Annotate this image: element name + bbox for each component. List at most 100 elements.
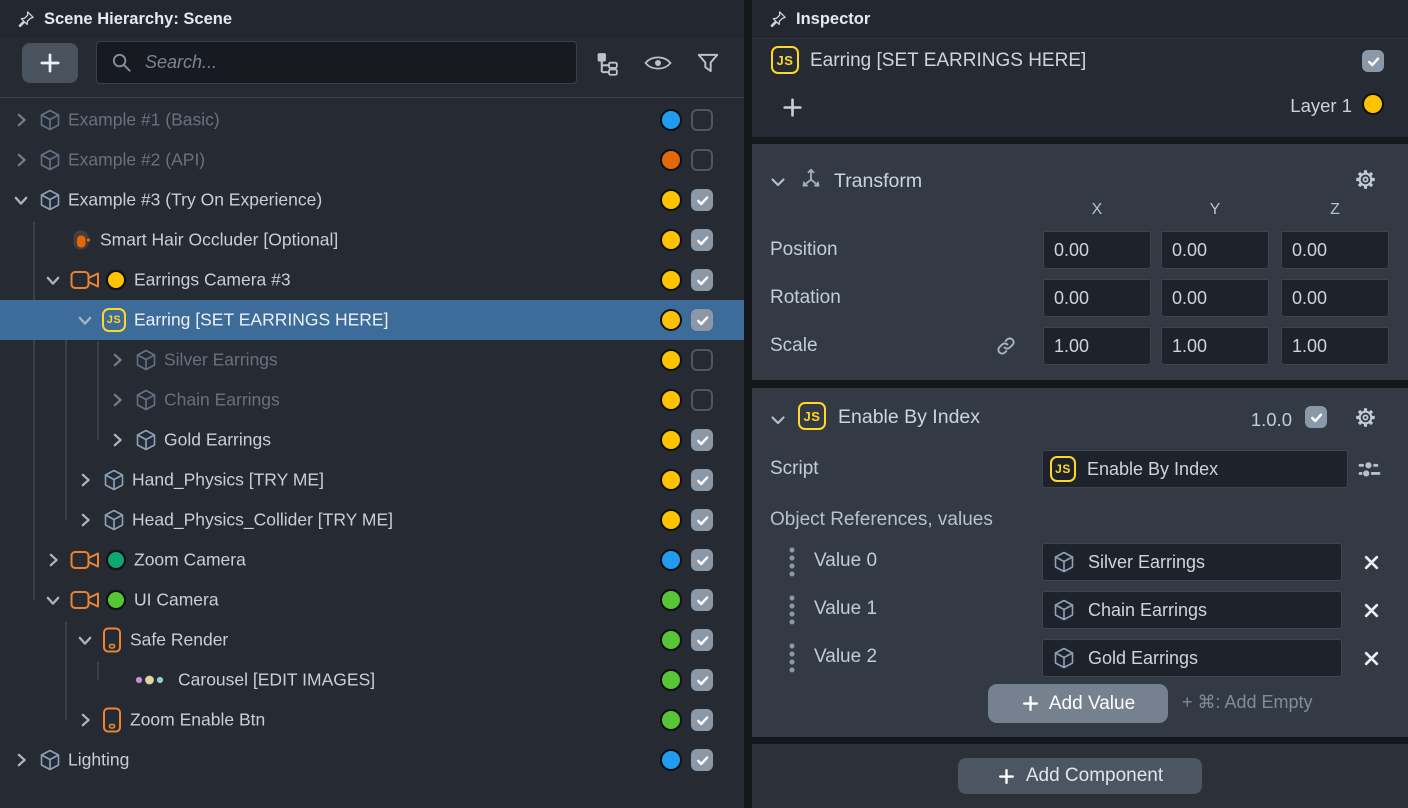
enabled-checkbox[interactable] bbox=[691, 349, 713, 371]
tree-row-chain-earrings[interactable]: Chain Earrings bbox=[0, 380, 744, 420]
chevron-right-icon[interactable] bbox=[108, 391, 126, 409]
enabled-checkbox[interactable] bbox=[691, 269, 713, 291]
tree-row-gold-earrings[interactable]: Gold Earrings bbox=[0, 420, 744, 460]
enabled-checkbox[interactable] bbox=[691, 549, 713, 571]
tree-row-smart-hair-occluder-optional[interactable]: Smart Hair Occluder [Optional] bbox=[0, 220, 744, 260]
transform-field-z[interactable]: 1.00 bbox=[1281, 327, 1389, 365]
gear-icon[interactable] bbox=[1352, 166, 1380, 194]
tree-row-safe-render[interactable]: Safe Render bbox=[0, 620, 744, 660]
layer-color-dot[interactable] bbox=[660, 389, 682, 411]
enabled-checkbox[interactable] bbox=[691, 189, 713, 211]
pin-icon[interactable] bbox=[768, 10, 787, 29]
object-reference-field[interactable]: Silver Earrings bbox=[1042, 543, 1342, 581]
tree-row-hand-physics-try-me[interactable]: Hand_Physics [TRY ME] bbox=[0, 460, 744, 500]
remove-value-icon[interactable] bbox=[1358, 597, 1384, 623]
pin-icon[interactable] bbox=[16, 10, 35, 29]
chevron-down-icon[interactable] bbox=[76, 311, 94, 329]
transform-field-y[interactable]: 0.00 bbox=[1161, 279, 1269, 317]
filter-icon[interactable] bbox=[692, 47, 724, 79]
layer-color-dot[interactable] bbox=[660, 149, 682, 171]
search-input[interactable] bbox=[143, 51, 563, 74]
drag-handle-icon[interactable] bbox=[788, 642, 796, 674]
layer-color-dot[interactable] bbox=[660, 349, 682, 371]
transform-field-x[interactable]: 0.00 bbox=[1043, 279, 1151, 317]
tree-row-zoom-camera[interactable]: Zoom Camera bbox=[0, 540, 744, 580]
script-reference-field[interactable]: JS Enable By Index bbox=[1042, 450, 1348, 488]
transform-field-y[interactable]: 0.00 bbox=[1161, 231, 1269, 269]
enabled-checkbox[interactable] bbox=[691, 469, 713, 491]
drag-handle-icon[interactable] bbox=[788, 594, 796, 626]
enabled-checkbox[interactable] bbox=[691, 229, 713, 251]
chevron-right-icon[interactable] bbox=[108, 431, 126, 449]
transform-field-z[interactable]: 0.00 bbox=[1281, 231, 1389, 269]
transform-field-x[interactable]: 1.00 bbox=[1043, 327, 1151, 365]
tree-row-example-2-api[interactable]: Example #2 (API) bbox=[0, 140, 744, 180]
tree-row-example-3-try-on-experience[interactable]: Example #3 (Try On Experience) bbox=[0, 180, 744, 220]
enabled-checkbox[interactable] bbox=[691, 629, 713, 651]
layer-color-dot[interactable] bbox=[660, 109, 682, 131]
chevron-right-icon[interactable] bbox=[12, 111, 30, 129]
layer-color-dot[interactable] bbox=[660, 629, 682, 651]
layer-color-dot[interactable] bbox=[660, 309, 682, 331]
script-enabled-checkbox[interactable] bbox=[1305, 406, 1327, 428]
add-value-button[interactable]: Add Value bbox=[988, 684, 1168, 723]
tree-row-zoom-enable-btn[interactable]: Zoom Enable Btn bbox=[0, 700, 744, 740]
layer-color-dot[interactable] bbox=[660, 669, 682, 691]
chevron-down-icon[interactable] bbox=[76, 631, 94, 649]
chevron-down-icon[interactable] bbox=[12, 191, 30, 209]
layer-color-dot[interactable] bbox=[660, 509, 682, 531]
object-enabled-checkbox[interactable] bbox=[1362, 50, 1384, 72]
layer-color-dot[interactable] bbox=[660, 189, 682, 211]
enabled-checkbox[interactable] bbox=[691, 309, 713, 331]
chevron-right-icon[interactable] bbox=[44, 551, 62, 569]
enabled-checkbox[interactable] bbox=[691, 589, 713, 611]
search-box[interactable] bbox=[96, 41, 577, 84]
tree-row-earrings-camera-3[interactable]: Earrings Camera #3 bbox=[0, 260, 744, 300]
link-scale-icon[interactable] bbox=[994, 334, 1018, 358]
chevron-down-icon[interactable] bbox=[768, 172, 788, 192]
add-icon[interactable] bbox=[778, 93, 806, 121]
enabled-checkbox[interactable] bbox=[691, 109, 713, 131]
tree-row-head-physics-collider-try-me[interactable]: Head_Physics_Collider [TRY ME] bbox=[0, 500, 744, 540]
chevron-right-icon[interactable] bbox=[76, 511, 94, 529]
layer-color-dot[interactable] bbox=[660, 469, 682, 491]
enabled-checkbox[interactable] bbox=[691, 669, 713, 691]
chevron-right-icon[interactable] bbox=[76, 711, 94, 729]
enabled-checkbox[interactable] bbox=[691, 749, 713, 771]
tree-row-lighting[interactable]: Lighting bbox=[0, 740, 744, 780]
layer-color-dot[interactable] bbox=[660, 709, 682, 731]
chevron-down-icon[interactable] bbox=[44, 271, 62, 289]
enabled-checkbox[interactable] bbox=[691, 389, 713, 411]
chevron-down-icon[interactable] bbox=[44, 591, 62, 609]
layer-color-dot[interactable] bbox=[660, 749, 682, 771]
enabled-checkbox[interactable] bbox=[691, 509, 713, 531]
transform-field-x[interactable]: 0.00 bbox=[1043, 231, 1151, 269]
eye-icon[interactable] bbox=[642, 47, 674, 79]
tree-row-example-1-basic[interactable]: Example #1 (Basic) bbox=[0, 100, 744, 140]
layer-color-dot[interactable] bbox=[660, 549, 682, 571]
chevron-right-icon[interactable] bbox=[12, 151, 30, 169]
enabled-checkbox[interactable] bbox=[691, 429, 713, 451]
remove-value-icon[interactable] bbox=[1358, 645, 1384, 671]
chevron-right-icon[interactable] bbox=[108, 351, 126, 369]
layer-color-dot[interactable] bbox=[1362, 93, 1384, 115]
add-component-button[interactable]: Add Component bbox=[958, 758, 1202, 794]
transform-field-y[interactable]: 1.00 bbox=[1161, 327, 1269, 365]
layer-color-dot[interactable] bbox=[660, 589, 682, 611]
chevron-down-icon[interactable] bbox=[768, 410, 788, 430]
chevron-right-icon[interactable] bbox=[76, 471, 94, 489]
enabled-checkbox[interactable] bbox=[691, 709, 713, 731]
add-object-button[interactable] bbox=[22, 43, 78, 83]
transform-field-z[interactable]: 0.00 bbox=[1281, 279, 1389, 317]
tree-row-earring-set-earrings-here[interactable]: JS Earring [SET EARRINGS HERE] bbox=[0, 300, 744, 340]
drag-handle-icon[interactable] bbox=[788, 546, 796, 578]
gear-icon[interactable] bbox=[1352, 404, 1380, 432]
layer-color-dot[interactable] bbox=[660, 429, 682, 451]
chevron-right-icon[interactable] bbox=[12, 751, 30, 769]
object-reference-field[interactable]: Chain Earrings bbox=[1042, 591, 1342, 629]
tree-row-silver-earrings[interactable]: Silver Earrings bbox=[0, 340, 744, 380]
enabled-checkbox[interactable] bbox=[691, 149, 713, 171]
object-reference-field[interactable]: Gold Earrings bbox=[1042, 639, 1342, 677]
layer-color-dot[interactable] bbox=[660, 229, 682, 251]
tree-row-carousel-edit-images[interactable]: Carousel [EDIT IMAGES] bbox=[0, 660, 744, 700]
